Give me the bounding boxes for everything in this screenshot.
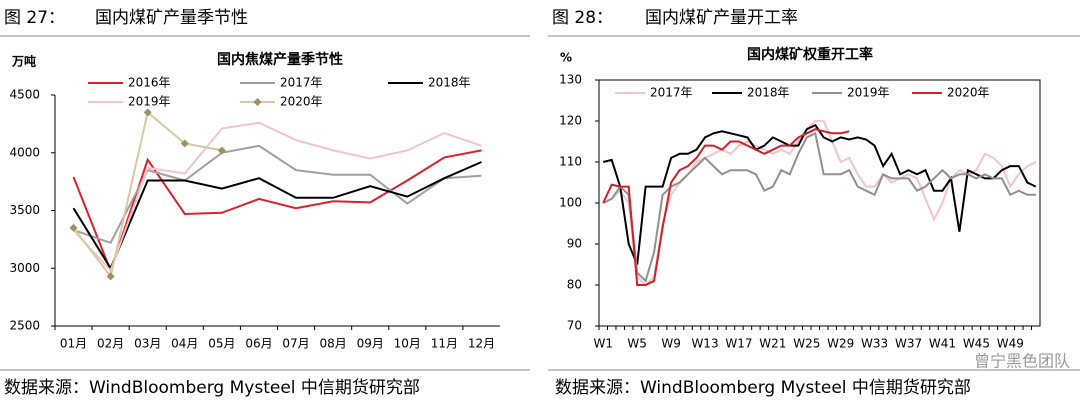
x-tick-label: W29 bbox=[827, 337, 854, 351]
x-tick-label: W33 bbox=[861, 337, 888, 351]
legend-label: 2020年 bbox=[947, 86, 990, 100]
watermark: 曾宁黑色团队 bbox=[974, 352, 1070, 371]
y-tick-label: 80 bbox=[567, 278, 582, 292]
x-tick-label: W1 bbox=[593, 337, 613, 351]
figure-title: 国内煤矿产量季节性 bbox=[95, 8, 248, 28]
x-tick-label: 08月 bbox=[319, 337, 346, 351]
plot-frame bbox=[598, 79, 1041, 327]
legend-label: 2019年 bbox=[847, 86, 890, 100]
x-tick-label: 01月 bbox=[60, 337, 87, 351]
series-line bbox=[602, 128, 850, 286]
series-line bbox=[72, 110, 223, 279]
y-tick-label: 120 bbox=[559, 114, 582, 128]
series-line bbox=[72, 161, 482, 271]
legend-label: 2019年 bbox=[128, 95, 171, 109]
x-tick-label: W13 bbox=[691, 337, 718, 351]
legend-label: 2017年 bbox=[650, 86, 693, 100]
series-line bbox=[73, 144, 482, 245]
x-tick-label: W17 bbox=[725, 337, 752, 351]
figure-number: 图 28： bbox=[552, 8, 613, 28]
x-tick-label: W25 bbox=[793, 337, 820, 351]
legend-label: 2016年 bbox=[128, 76, 171, 90]
point-marker bbox=[217, 146, 226, 155]
source: 数据来源：WindBloomberg Mysteel 中信期货研究部 bbox=[4, 378, 420, 398]
y-axis-label: % bbox=[560, 51, 572, 65]
x-tick-label: 06月 bbox=[245, 337, 272, 351]
y-tick-label: 4500 bbox=[9, 88, 40, 102]
y-tick-label: 4000 bbox=[9, 145, 40, 159]
x-tick-label: 09月 bbox=[357, 337, 384, 351]
point-marker bbox=[106, 272, 115, 281]
x-tick-label: W37 bbox=[895, 337, 922, 351]
y-tick-label: 2500 bbox=[9, 319, 40, 333]
legend-marker bbox=[253, 98, 262, 106]
x-tick-label: W45 bbox=[963, 337, 990, 351]
y-tick-label: 70 bbox=[567, 319, 582, 333]
figure-title: 国内煤矿产量开工率 bbox=[645, 8, 798, 28]
legend-label: 2017年 bbox=[280, 76, 323, 90]
legend-label: 2018年 bbox=[428, 76, 471, 90]
series-line bbox=[602, 120, 1037, 287]
y-tick-label: 3500 bbox=[9, 203, 40, 217]
y-axis-label: 万吨 bbox=[11, 54, 36, 69]
y-tick-label: 100 bbox=[559, 196, 582, 210]
legend-label: 2020年 bbox=[280, 95, 323, 109]
y-tick-label: 110 bbox=[559, 155, 582, 169]
point-marker bbox=[143, 108, 152, 117]
series-line bbox=[72, 149, 482, 274]
x-tick-label: W5 bbox=[627, 337, 647, 351]
x-tick-label: 07月 bbox=[282, 337, 309, 351]
x-tick-label: 11月 bbox=[431, 337, 458, 351]
point-marker bbox=[180, 139, 189, 148]
x-tick-label: 05月 bbox=[208, 337, 235, 351]
series-line bbox=[602, 131, 1036, 283]
point-marker bbox=[69, 223, 78, 232]
chart-title: 国内煤矿权重开工率 bbox=[747, 46, 873, 63]
y-tick-label: 130 bbox=[559, 73, 582, 87]
series-line bbox=[72, 121, 482, 273]
x-tick-label: 12月 bbox=[468, 337, 495, 351]
legend-label: 2018年 bbox=[747, 86, 790, 100]
x-tick-label: 04月 bbox=[171, 337, 198, 351]
chart-title: 国内焦煤产量季节性 bbox=[217, 51, 343, 68]
x-tick-label: W49 bbox=[997, 337, 1024, 351]
y-tick-label: 90 bbox=[567, 237, 582, 251]
x-tick-label: 02月 bbox=[97, 337, 124, 351]
x-tick-label: 10月 bbox=[394, 337, 421, 351]
x-tick-label: W41 bbox=[929, 337, 956, 351]
x-tick-label: W9 bbox=[661, 337, 681, 351]
y-tick-label: 3000 bbox=[9, 261, 40, 275]
source: 数据来源：WindBloomberg Mysteel 中信期货研究部 bbox=[555, 378, 971, 398]
x-tick-label: 03月 bbox=[134, 337, 161, 351]
figure-number: 图 27： bbox=[4, 8, 65, 28]
x-tick-label: W21 bbox=[759, 337, 786, 351]
